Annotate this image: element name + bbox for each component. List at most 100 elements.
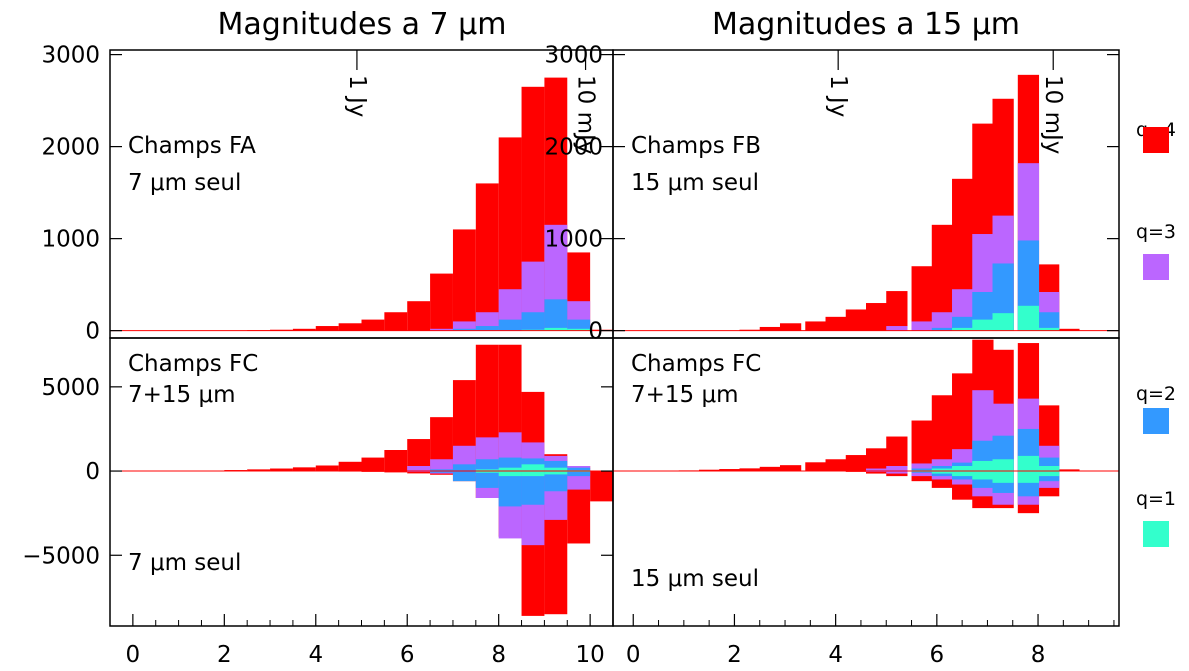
legend-label: q=3	[1136, 221, 1176, 243]
bar-q4	[224, 470, 248, 472]
y-tick-label: −5000	[22, 543, 100, 569]
panel-text: Champs FA	[128, 133, 256, 159]
x-tick-label: 0	[126, 642, 141, 668]
bar-neg-q1	[1038, 471, 1060, 477]
bar-neg-q2	[452, 471, 476, 482]
bar-q2	[475, 326, 499, 331]
bar-q3	[407, 466, 431, 472]
flux-marker-label: 1 Jy	[825, 75, 851, 117]
x-tick-label: 10	[575, 642, 604, 668]
panel-text: 7 μm seul	[128, 550, 241, 576]
bar-q4	[384, 312, 408, 331]
bar-q4	[845, 309, 868, 331]
y-tick-label: 2000	[41, 135, 100, 161]
bar-q4	[292, 328, 316, 331]
bar-q1	[952, 327, 974, 331]
x-tick-label: 8	[491, 642, 506, 668]
bar-q2	[452, 328, 476, 331]
bar-q4	[911, 266, 933, 331]
y-tick-label: 2000	[544, 135, 603, 161]
bar-q4	[361, 457, 385, 472]
bar-q4	[315, 326, 339, 331]
x-tick-label: 4	[828, 642, 843, 668]
bar-neg-q4	[407, 471, 431, 474]
bar-neg-q1	[544, 471, 568, 475]
panel-text: 15 μm seul	[631, 170, 759, 196]
bar-neg-q1	[498, 471, 522, 477]
bar-q2	[452, 464, 476, 472]
y-tick-label: 0	[588, 319, 603, 345]
y-tick-label: 3000	[41, 43, 100, 69]
y-tick-label: 3000	[544, 43, 603, 69]
bar-q3	[931, 459, 954, 472]
bar-q2	[498, 319, 522, 331]
y-tick-label: 0	[85, 459, 100, 485]
bar-q1	[992, 459, 1014, 472]
bar-q1	[1038, 327, 1060, 331]
bar-neg-q1	[952, 471, 974, 477]
flux-marker-label: 1 Jy	[344, 75, 370, 117]
bar-q4	[952, 373, 974, 472]
x-tick-label: 0	[626, 642, 641, 668]
bar-q1	[952, 466, 974, 472]
bar-q4	[407, 301, 431, 331]
bar-q4	[452, 229, 476, 331]
bar-neg-q1	[475, 471, 499, 473]
bar-q4	[699, 469, 721, 472]
bar-q4	[1058, 328, 1080, 331]
bar-q3	[452, 321, 476, 331]
panel-text: Champs FC	[128, 351, 258, 377]
bar-q4	[384, 450, 408, 472]
bar-q2	[911, 468, 933, 472]
bar-q4	[719, 469, 741, 472]
bar-q3	[886, 326, 908, 331]
bar-neg-q4	[866, 471, 888, 474]
panel-text: Champs FB	[631, 133, 761, 159]
legend-swatch	[1143, 408, 1169, 434]
bar-q3	[430, 328, 453, 331]
bar-q4	[338, 323, 362, 331]
bar-q2	[931, 327, 954, 331]
bar-q4	[407, 439, 431, 472]
bar-q2	[544, 460, 568, 472]
bar-q1	[475, 469, 499, 472]
bar-q1	[972, 460, 994, 472]
bar-q4	[805, 321, 827, 331]
bar-neg-q2	[931, 471, 954, 477]
bar-neg-q4	[384, 471, 408, 473]
panel-text: Champs FC	[631, 351, 761, 377]
bar-q1	[498, 467, 522, 472]
bar-q1	[544, 467, 568, 472]
bar-q4	[866, 448, 888, 472]
bar-q4	[825, 459, 847, 472]
bar-q1	[1017, 455, 1040, 472]
bar-neg-q1	[521, 471, 545, 477]
panel-text: 7+15 μm	[128, 382, 236, 408]
flux-marker-label: 10 mJy	[1040, 75, 1066, 154]
bar-q4	[739, 468, 761, 472]
bar-q4	[866, 303, 888, 331]
bar-q3	[866, 468, 888, 472]
bar-q4	[931, 224, 954, 331]
panel-bottom-left: −5000 0 5000 Champs FC 7+15 μm 7 μm seul 0 2 4 6 8…	[22, 337, 614, 668]
bar-q4	[1058, 469, 1080, 472]
bar-neg-q2	[430, 471, 453, 473]
bar-neg-q2	[521, 471, 545, 505]
bar-q2	[544, 299, 568, 331]
legend-label: q=2	[1136, 383, 1176, 405]
bar-q3	[430, 459, 453, 472]
bar-q4	[931, 395, 954, 472]
bar-neg-q1	[931, 471, 954, 474]
bar-neg-q2	[498, 471, 522, 507]
bar-q4	[338, 461, 362, 472]
panel-text: 15 μm seul	[631, 566, 759, 592]
legend: q=4q=3q=2q=1	[1136, 119, 1176, 547]
bar-q1	[972, 319, 994, 331]
bar-q4	[430, 273, 453, 331]
bar-q4	[430, 417, 453, 472]
flux-marker-label: 10 mJy	[573, 75, 599, 154]
bar-neg-q1	[1017, 471, 1040, 483]
title-right: Magnitudes a 15 μm	[712, 7, 1020, 42]
bar-q4	[247, 469, 271, 472]
